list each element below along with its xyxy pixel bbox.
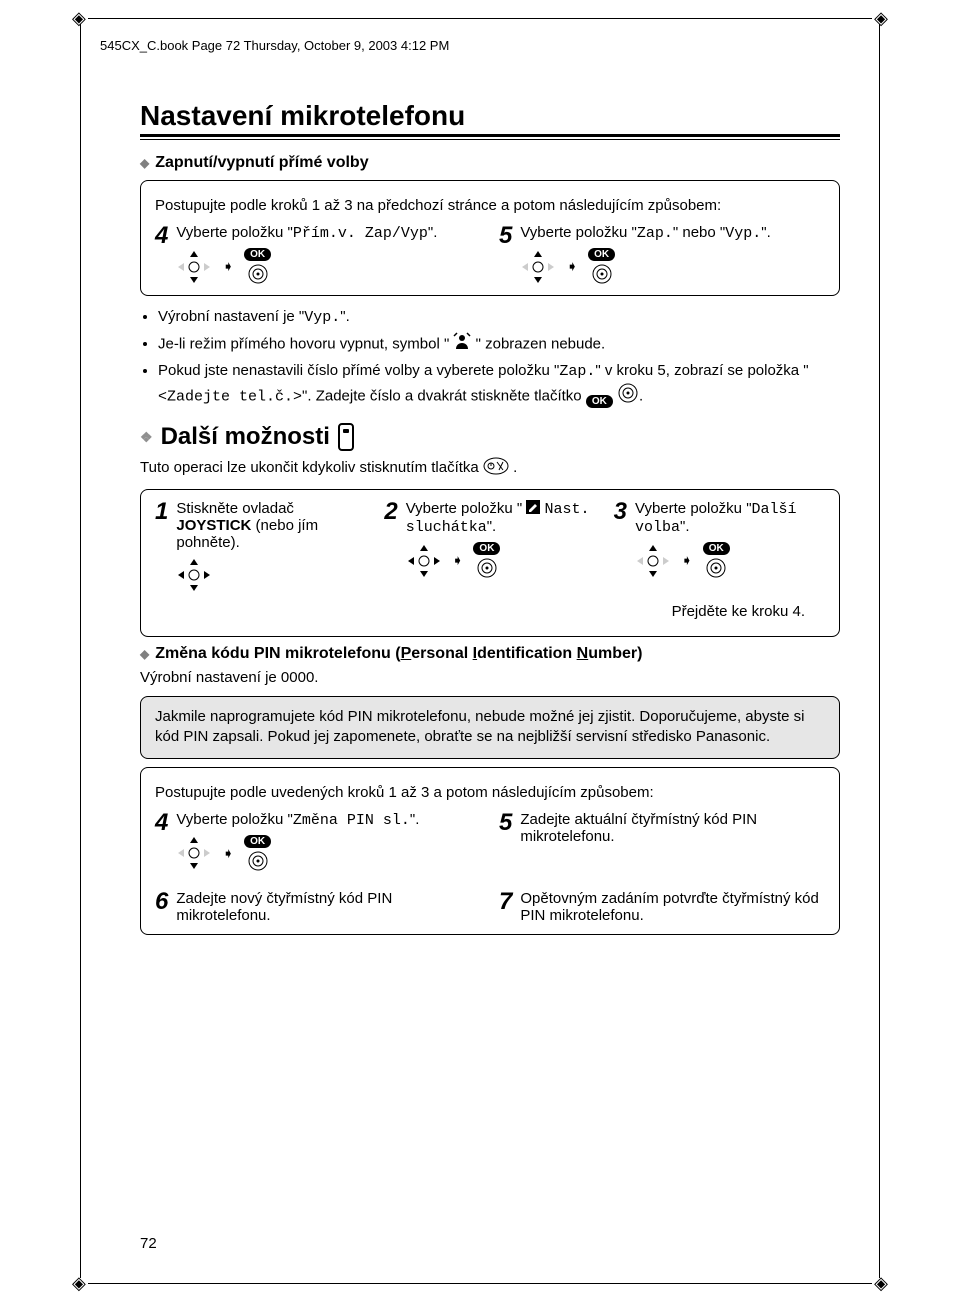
step-6: 6 Zadejte nový čtyřmístný kód PIN mikrot… [155,890,481,924]
intro-text: Postupujte podle kroků 1 až 3 na předcho… [155,197,825,214]
arrow-right-icon: ➧ [222,845,234,862]
step-number: 2 [384,500,397,524]
factory-default-note: Výrobní nastavení je 0000. [140,669,840,686]
steps-box-3: Postupujte podle uvedených kroků 1 až 3 … [140,767,840,935]
bullet-diamond-icon: ◆ [140,156,149,170]
section-heading-text: Další možnosti [161,423,330,451]
joystick-vertical-icon [635,543,671,579]
joystick-vertical-icon [176,249,212,285]
joystick-vertical-icon [176,835,212,871]
arrow-right-icon: ➧ [452,552,464,569]
crop-mark: ◈ [72,1273,86,1294]
joystick-vertical-icon [520,249,556,285]
note-item: Je-li režim přímého hovoru vypnut, symbo… [158,332,840,357]
power-key-icon [483,457,509,479]
ok-button-icon: OK [703,542,730,579]
direct-call-person-icon [453,332,471,357]
section-heading-text: Změna kódu PIN mikrotelefonu (Personal I… [155,645,642,663]
note-item: Výrobní nastavení je "Vyp.". [158,306,840,329]
ok-button-icon: OK [588,248,615,285]
pencil-icon [526,500,540,518]
section-heading-direct-call: ◆ Zapnutí/vypnutí přímé volby [140,154,840,172]
page: ◈ ◈ ◈ ◈ 545CX_C.book Page 72 Thursday, O… [0,0,960,1302]
ok-button-icon: OK [586,382,639,411]
step-number: 7 [499,890,512,914]
section-heading-pin-change: ◆ Změna kódu PIN mikrotelefonu (Personal… [140,645,840,663]
steps-box-2: 1 Stiskněte ovladač JOYSTICK (nebo jím p… [140,489,840,637]
joystick-all-icon [406,543,442,579]
section-heading-text: Zapnutí/vypnutí přímé volby [155,154,368,172]
intro-text: Postupujte podle uvedených kroků 1 až 3 … [155,784,825,801]
page-header: 545CX_C.book Page 72 Thursday, October 9… [100,38,449,53]
step-4: 4 Vyberte položku "Přím.v. Zap/Vyp". ➧ O… [155,224,481,285]
step-number: 5 [499,811,512,835]
step-number: 3 [614,500,627,524]
step-3: 3 Vyberte položku "Další volba". ➧ OK [614,500,825,593]
page-number: 72 [140,1235,157,1252]
notes-list: Výrobní nastavení je "Vyp.". Je-li režim… [140,306,840,411]
bullet-diamond-icon: ❖ [140,429,153,446]
operation-cancel-note: Tuto operaci lze ukončit kdykoliv stiskn… [140,457,840,479]
arrow-right-icon: ➧ [222,258,234,275]
step-1: 1 Stiskněte ovladač JOYSTICK (nebo jím p… [155,500,366,593]
bullet-diamond-icon: ◆ [140,647,149,661]
joystick-all-icon [176,557,212,593]
step-number: 4 [155,224,168,248]
arrow-right-icon: ➧ [566,258,578,275]
crop-mark: ◈ [874,8,888,29]
step-number: 6 [155,890,168,914]
section-heading-other-options: ❖ Další možnosti [140,423,840,451]
crop-mark: ◈ [72,8,86,29]
handset-icon [338,423,354,451]
step-4: 4 Vyberte položku "Změna PIN sl.". ➧ OK [155,811,481,872]
step-number: 4 [155,811,168,835]
steps-box-1: Postupujte podle kroků 1 až 3 na předcho… [140,180,840,296]
step-number: 1 [155,500,168,524]
ok-button-icon: OK [473,542,500,579]
arrow-right-icon: ➧ [681,552,693,569]
page-title: Nastavení mikrotelefonu [140,100,840,132]
crop-line [80,24,81,1278]
step-5: 5 Vyberte položku "Zap." nebo "Vyp.". ➧ … [499,224,825,285]
ok-button-icon: OK [244,835,271,872]
ok-button-icon: OK [244,248,271,285]
crop-line [88,18,872,19]
crop-line [88,1283,872,1284]
note-item: Pokud jste nenastavili číslo přímé volby… [158,360,840,412]
step-2: 2 Vyberte položku " Nast. sluchátka". ➧ [384,500,595,593]
pin-warning-box: Jakmile naprogramujete kód PIN mikrotele… [140,696,840,759]
step-7: 7 Opětovným zadáním potvrďte čtyřmístný … [499,890,825,924]
crop-line [879,24,880,1278]
goto-step-note: Přejděte ke kroku 4. [155,603,805,620]
step-5: 5 Zadejte aktuální čtyřmístný kód PIN mi… [499,811,825,872]
step-number: 5 [499,224,512,248]
crop-mark: ◈ [874,1273,888,1294]
